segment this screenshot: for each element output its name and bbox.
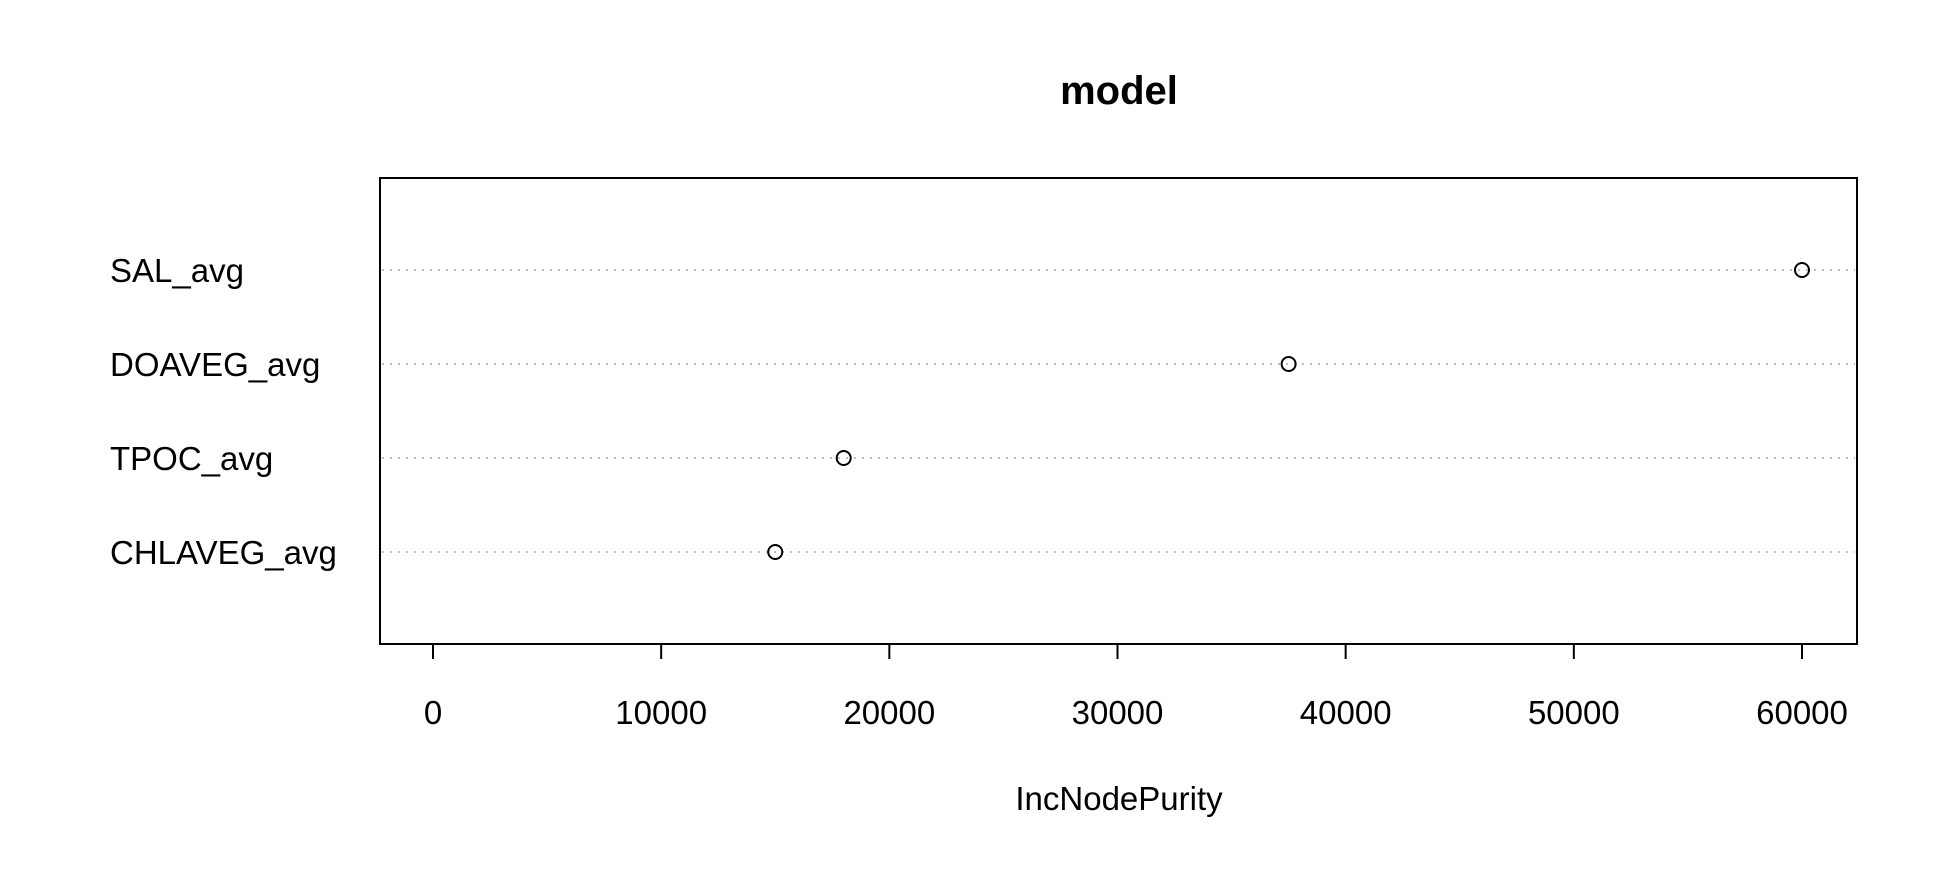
category-labels: SAL_avg DOAVEG_avg TPOC_avg CHLAVEG_avg [110,252,337,571]
data-point [767,544,784,560]
category-label: CHLAVEG_avg [110,534,337,571]
data-points [767,262,1810,560]
x-axis-label: IncNodePurity [1015,780,1223,817]
category-label: DOAVEG_avg [110,346,320,383]
x-tick-label: 50000 [1528,694,1620,731]
x-tick-label: 20000 [843,694,935,731]
chart-title: model [1060,69,1178,113]
data-point [1280,356,1297,372]
x-tick-label: 0 [424,694,442,731]
data-point [835,450,852,466]
plot-frame [379,177,1858,645]
x-tick-label: 10000 [615,694,707,731]
x-tick-label: 40000 [1300,694,1392,731]
x-axis: 0 10000 20000 30000 40000 50000 60000 [424,643,1848,731]
x-tick-label: 30000 [1072,694,1164,731]
guide-lines [382,269,1855,553]
category-label: TPOC_avg [110,440,273,477]
data-point [1794,262,1810,278]
category-label: SAL_avg [110,252,244,289]
x-tick-label: 60000 [1756,694,1848,731]
